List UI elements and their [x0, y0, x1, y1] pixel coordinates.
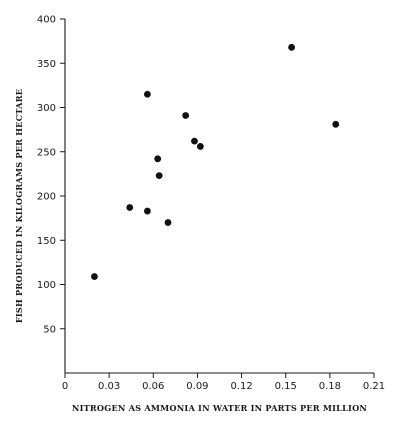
x-tick-label: 0.09 [186, 381, 208, 392]
data-point [155, 172, 163, 180]
y-tick-label: 350 [37, 59, 56, 70]
x-ticks: 0 0.03 0.06 0.09 0.12 0.15 0.18 0.21 [62, 373, 385, 392]
data-points [91, 43, 340, 280]
x-axis-title: NITROGEN AS AMMONIA IN WATER IN PARTS PE… [72, 403, 367, 413]
data-point [144, 207, 151, 215]
y-tick-label: 400 [37, 15, 56, 26]
data-point [144, 90, 151, 98]
x-tick-label: 0.15 [275, 381, 297, 392]
x-tick-label: 0.18 [319, 381, 341, 392]
x-tick-label: 0.12 [230, 381, 252, 392]
axes [64, 19, 374, 374]
y-axis-title: FISH PRODUCED IN KILOGRAMS PER HECTARE [14, 89, 24, 323]
data-point [288, 43, 295, 51]
data-point [126, 204, 134, 211]
data-point [164, 219, 172, 226]
y-tick-label: 150 [37, 236, 56, 247]
data-point [91, 273, 98, 280]
data-point [196, 143, 204, 150]
data-point [191, 137, 198, 145]
data-point [332, 120, 340, 128]
y-tick-label: 200 [37, 192, 56, 203]
x-tick-label: 0.03 [98, 381, 120, 392]
x-tick-label: 0 [62, 381, 68, 392]
y-ticks: 50 100 150 200 250 300 350 400 [37, 15, 65, 335]
y-tick-label: 250 [37, 147, 56, 158]
y-tick-label: 50 [43, 324, 56, 335]
data-point [182, 112, 190, 119]
y-tick-label: 300 [37, 103, 56, 114]
x-tick-label: 0.06 [142, 381, 164, 392]
y-tick-label: 100 [37, 280, 56, 291]
data-point [154, 155, 162, 163]
x-tick-label: 0.21 [363, 381, 385, 392]
